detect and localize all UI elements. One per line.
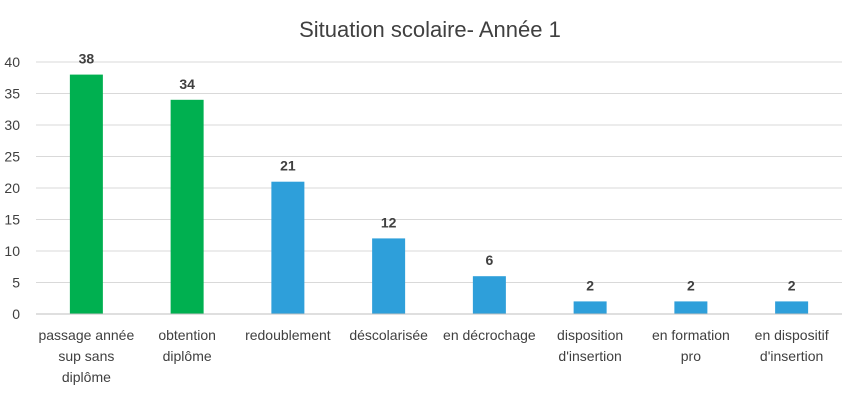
category-label-6: disposition d'insertion xyxy=(557,327,623,364)
category-label-7: en formation pro xyxy=(652,327,730,364)
data-label-6: 2 xyxy=(586,277,594,293)
data-label-5: 6 xyxy=(485,252,493,268)
data-label-8: 2 xyxy=(788,277,796,293)
y-tick-label: 5 xyxy=(12,275,20,291)
data-label-1: 38 xyxy=(79,51,95,67)
y-tick-label: 25 xyxy=(4,149,20,165)
data-label-4: 12 xyxy=(381,214,397,230)
y-tick-label: 0 xyxy=(12,306,20,322)
gridlines xyxy=(36,61,842,283)
category-label-8: en dispositif d'insertion xyxy=(755,327,829,364)
data-labels: 38 34 21 12 6 2 2 2 xyxy=(79,51,796,294)
y-tick-label: 30 xyxy=(4,117,20,133)
y-tick-label: 10 xyxy=(4,243,20,259)
chart-title: Situation scolaire- Année 1 xyxy=(299,17,561,42)
bar-4 xyxy=(372,238,406,314)
bar-1 xyxy=(69,74,103,314)
y-axis-ticks: 0 5 10 15 20 25 30 35 40 xyxy=(4,54,20,322)
data-label-3: 21 xyxy=(280,158,296,174)
y-tick-label: 20 xyxy=(4,180,20,196)
category-label-2: obtention diplôme xyxy=(158,327,216,364)
bar-6 xyxy=(573,301,607,314)
data-label-7: 2 xyxy=(687,277,695,293)
category-label-5: en décrochage xyxy=(443,327,536,343)
category-label-3: redoublement xyxy=(245,327,331,343)
category-labels: passage année sup sans diplôme obtention dip… xyxy=(38,327,828,385)
bars xyxy=(69,74,809,314)
bar-7 xyxy=(674,301,708,314)
bar-3 xyxy=(271,181,305,314)
data-label-2: 34 xyxy=(179,76,195,92)
bar-5 xyxy=(472,276,506,314)
y-tick-label: 40 xyxy=(4,54,20,70)
bar-2 xyxy=(170,99,204,314)
y-tick-label: 35 xyxy=(4,86,20,102)
bar-8 xyxy=(775,301,809,314)
category-label-1: passage année sup sans diplôme xyxy=(38,327,134,385)
y-tick-label: 15 xyxy=(4,212,20,228)
category-label-4: déscolarisée xyxy=(349,327,428,343)
